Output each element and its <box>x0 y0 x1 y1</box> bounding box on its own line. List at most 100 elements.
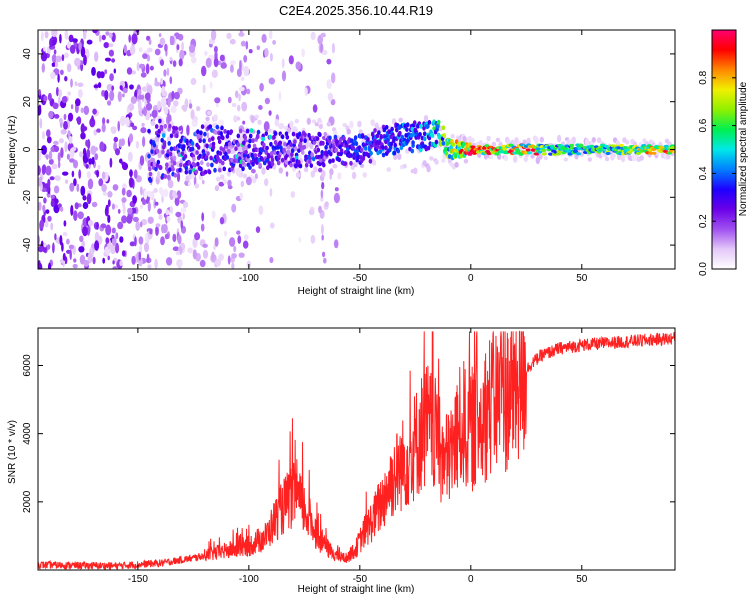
spectrogram-band-cell <box>442 133 447 138</box>
spectrogram-noise-cell <box>135 221 140 231</box>
spectrogram-noise-cell <box>177 261 182 269</box>
spectrogram-band-cell <box>169 133 174 139</box>
spectrogram-noise-cell <box>80 132 86 140</box>
spectrogram-halo-cell <box>222 178 228 185</box>
spectrogram-noise-cell <box>312 104 318 113</box>
spectrogram-noise-cell <box>104 57 112 62</box>
spectrogram-noise-cell <box>70 204 74 216</box>
spectrogram-band-cell <box>301 150 305 155</box>
spectrogram-noise-cell <box>295 61 302 70</box>
spectrogram-halo-cell <box>278 167 283 174</box>
spectrogram-noise-cell <box>92 30 98 34</box>
spectrogram-noise-cell <box>254 173 258 180</box>
spectrogram-band-cell <box>211 144 216 150</box>
spectrogram-halo-cell <box>261 167 266 175</box>
spectrogram-noise-cell <box>64 52 69 59</box>
spectrogram-halo-cell <box>349 120 354 129</box>
spectrogram-noise-cell <box>120 138 126 147</box>
spectrogram-band-cell <box>370 132 375 137</box>
spectrogram-noise-cell <box>170 105 177 113</box>
spectrogram-noise-cell <box>48 158 54 165</box>
spectrogram-noise-cell <box>209 81 213 89</box>
spectrogram-band-cell <box>147 128 151 134</box>
spectrogram-band-cell <box>426 123 430 129</box>
x-tick-label: 50 <box>576 574 588 585</box>
spectrogram-band-cell <box>190 141 195 146</box>
spectrogram-noise-cell <box>172 60 177 67</box>
spectrogram-noise-cell <box>129 84 134 90</box>
spectrogram-noise-cell <box>160 96 167 108</box>
spectrogram-noise-cell <box>269 188 273 197</box>
spectrogram-noise-cell <box>226 32 232 40</box>
spectrogram-noise-cell <box>322 251 326 258</box>
spectrogram-noise-cell <box>38 201 42 211</box>
spectrogram-band-cell <box>148 171 153 177</box>
spectrogram-halo-cell <box>398 117 403 123</box>
spectrogram-noise-cell <box>288 55 294 65</box>
spectrogram-band-cell <box>280 157 285 163</box>
spectrogram-noise-cell <box>320 43 323 53</box>
spectrogram-noise-cell <box>158 33 162 38</box>
spectrogram-noise-cell <box>67 112 74 122</box>
spectrogram-band-cell <box>241 146 246 151</box>
spectrogram-halo-cell <box>539 136 544 143</box>
spectrogram-noise-cell <box>38 165 41 176</box>
spectrogram-noise-cell <box>239 192 243 200</box>
spectrogram-halo-cell <box>426 165 431 173</box>
spectrogram-noise-cell <box>101 123 106 133</box>
spectrogram-halo-cell <box>362 172 367 178</box>
spectrogram-noise-cell <box>94 51 99 62</box>
spectrogram-noise-cell <box>155 223 161 228</box>
spectrogram-band-cell <box>196 129 200 135</box>
spectrogram-noise-cell <box>154 81 161 87</box>
spectrogram-band-cell <box>248 165 252 171</box>
spectrogram-noise-cell <box>242 240 249 249</box>
spectrogram-halo-cell <box>303 166 309 173</box>
spectrogram-noise-cell <box>50 71 56 80</box>
spectrogram-band-cell <box>218 151 223 156</box>
spectrogram-noise-cell <box>160 189 164 197</box>
spectrogram-noise-cell <box>59 33 62 44</box>
spectrogram-noise-cell <box>147 264 152 269</box>
spectrogram-noise-cell <box>87 178 94 190</box>
spectrogram-noise-cell <box>129 169 133 178</box>
spectrogram-noise-cell <box>180 220 184 230</box>
spectrogram-noise-cell <box>64 76 68 82</box>
spectrogram-band-cell <box>199 130 203 136</box>
spectrogram-halo-cell <box>413 167 418 175</box>
spectrogram-band-cell <box>443 146 448 152</box>
x-tick-label: -100 <box>239 273 259 284</box>
spectrogram-band-cell <box>309 163 314 169</box>
spectrogram-noise-cell <box>231 253 238 259</box>
spectrogram-band-cell <box>147 153 151 159</box>
spectrogram-noise-cell <box>177 234 182 245</box>
spectrogram-band-cell <box>203 131 207 137</box>
spectrogram-halo-cell <box>196 106 201 112</box>
spectrogram-noise-cell <box>240 76 245 81</box>
spectrogram-noise-cell <box>133 169 138 179</box>
spectrogram-noise-cell <box>132 125 138 131</box>
spectrogram-band-cell <box>178 167 182 173</box>
spectrogram-band-cell <box>441 140 446 146</box>
spectrogram-noise-cell <box>73 258 77 263</box>
spectrogram-halo-cell <box>182 105 188 112</box>
spectrogram-band-cell <box>168 123 172 129</box>
spectrogram-band-cell <box>217 167 222 173</box>
spectrogram-noise-cell <box>264 97 270 105</box>
spectrogram-noise-cell <box>76 183 80 192</box>
spectrogram-band-cell <box>373 128 377 133</box>
spectrogram-noise-cell <box>140 72 147 78</box>
spectrogram-halo-cell <box>220 174 225 181</box>
spectrogram-noise-cell <box>158 214 163 220</box>
spectrogram-band-cell <box>250 152 255 158</box>
spectrogram-noise-cell <box>278 90 282 101</box>
spectrogram-noise-cell <box>135 140 140 149</box>
spectrogram-noise-cell <box>269 52 273 62</box>
spectrogram-band-cell <box>190 146 195 152</box>
spectrogram-noise-cell <box>181 41 184 52</box>
spectrogram-band-cell <box>200 160 204 166</box>
spectrogram-band-cell <box>494 152 500 156</box>
spectrogram-noise-cell <box>75 98 81 107</box>
spectrogram-noise-cell <box>102 257 106 264</box>
spectrogram-noise-cell <box>70 78 73 88</box>
